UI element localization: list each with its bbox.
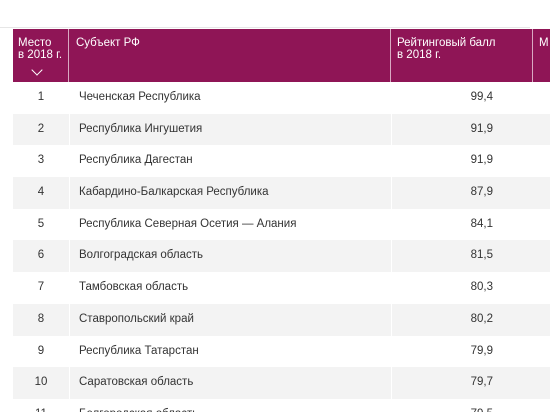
- sort-chevron-down-icon[interactable]: [31, 64, 43, 76]
- column-divider: [69, 272, 70, 304]
- table-row: 9 Республика Татарстан 79,9: [13, 335, 550, 368]
- cell-place: 11: [13, 399, 69, 412]
- cell-subject: Кабардино-Балкарская Республика: [79, 186, 269, 199]
- column-divider: [391, 398, 392, 412]
- column-header-place-line2: в 2018 г.: [18, 49, 63, 61]
- cell-score: 81,5: [470, 249, 493, 262]
- table-row: 10 Саратовская область 79,7: [13, 367, 550, 399]
- cell-subject: Тамбовская область: [79, 281, 189, 294]
- column-divider: [391, 272, 392, 304]
- cell-place: 7: [37, 281, 45, 294]
- column-divider: [69, 208, 70, 241]
- cell-place: 3: [37, 154, 45, 167]
- cell-score: 79,7: [470, 376, 493, 389]
- cell-score: 91,9: [470, 154, 493, 167]
- cell-subject: Белгородская область: [79, 399, 389, 412]
- table-row: 6 Волгоградская область 81,5: [13, 240, 550, 273]
- column-divider: [69, 113, 70, 146]
- cell-subject: Чеченская Республика: [79, 91, 201, 103]
- column-divider: [391, 145, 392, 178]
- column-header-more-label: М: [539, 37, 549, 49]
- cell-subject: Волгоградская область: [79, 249, 203, 262]
- column-divider: [391, 113, 392, 146]
- column-divider: [391, 303, 392, 336]
- column-divider: [69, 335, 70, 368]
- cell-place: 1: [37, 91, 45, 103]
- cell-score: 87,9: [470, 186, 493, 199]
- cell-score: 99,4: [470, 91, 493, 103]
- cell-place: 4: [37, 186, 45, 199]
- column-header-place[interactable]: Место в 2018 г.: [13, 29, 69, 82]
- cell-subject: Республика Ингушетия: [79, 122, 203, 135]
- column-header-more[interactable]: М: [533, 29, 550, 82]
- table-row: 8 Ставропольский край 80,2: [13, 303, 550, 336]
- column-header-score-line1: Рейтинговый балл: [397, 37, 496, 49]
- column-divider: [69, 367, 70, 399]
- cell-score: 91,9: [470, 122, 493, 135]
- cell-place: 5: [37, 217, 45, 230]
- cell-score: 79,9: [470, 344, 493, 357]
- table-row: 4 Кабардино-Балкарская Республика 87,9: [13, 177, 550, 209]
- cell-place: 2: [37, 122, 45, 135]
- column-divider: [391, 177, 392, 209]
- cell-subject: Республика Северная Осетия — Алания: [79, 217, 297, 230]
- rating-table: Место в 2018 г. Субъект РФ Рейтинговый б…: [13, 29, 550, 412]
- cell-score: 79,5: [391, 399, 493, 412]
- column-divider: [391, 208, 392, 241]
- cell-subject: Саратовская область: [79, 376, 194, 389]
- table-row: 1 Чеченская Республика 99,4: [13, 82, 550, 114]
- column-divider: [69, 398, 70, 412]
- column-divider: [69, 240, 70, 273]
- cell-score: 84,1: [470, 217, 493, 230]
- column-header-score-line2: в 2018 г.: [397, 49, 442, 61]
- column-divider: [69, 82, 70, 114]
- column-divider: [391, 367, 392, 399]
- table-row: 3 Республика Дагестан 91,9: [13, 145, 550, 178]
- column-divider: [391, 335, 392, 368]
- cell-place: 6: [37, 249, 45, 262]
- table-row: 7 Тамбовская область 80,3: [13, 272, 550, 304]
- column-divider: [391, 240, 392, 273]
- cell-place: 8: [37, 312, 45, 325]
- column-divider: [69, 177, 70, 209]
- cell-score: 80,3: [470, 281, 493, 294]
- cell-place: 10: [34, 376, 48, 389]
- top-bar: [0, 0, 530, 28]
- table-header: Место в 2018 г. Субъект РФ Рейтинговый б…: [13, 29, 550, 82]
- table-body: 1 Чеченская Республика 99,4 2 Республика Инг…: [13, 82, 550, 412]
- cell-score: 80,2: [470, 312, 493, 325]
- column-header-subject-label: Субъект РФ: [76, 37, 140, 49]
- table-row: 5 Республика Северная Осетия — Алания 84,1: [13, 208, 550, 241]
- column-divider: [69, 303, 70, 336]
- column-header-score[interactable]: Рейтинговый балл в 2018 г.: [391, 29, 533, 82]
- column-divider: [391, 82, 392, 114]
- cell-subject: Республика Дагестан: [79, 154, 193, 167]
- table-row: 2 Республика Ингушетия 91,9: [13, 113, 550, 146]
- cell-subject: Республика Татарстан: [79, 344, 199, 357]
- column-divider: [69, 145, 70, 178]
- column-header-place-line1: Место: [18, 37, 52, 49]
- cell-subject: Ставропольский край: [79, 312, 194, 325]
- cell-place: 9: [37, 344, 45, 357]
- column-header-subject[interactable]: Субъект РФ: [69, 29, 391, 82]
